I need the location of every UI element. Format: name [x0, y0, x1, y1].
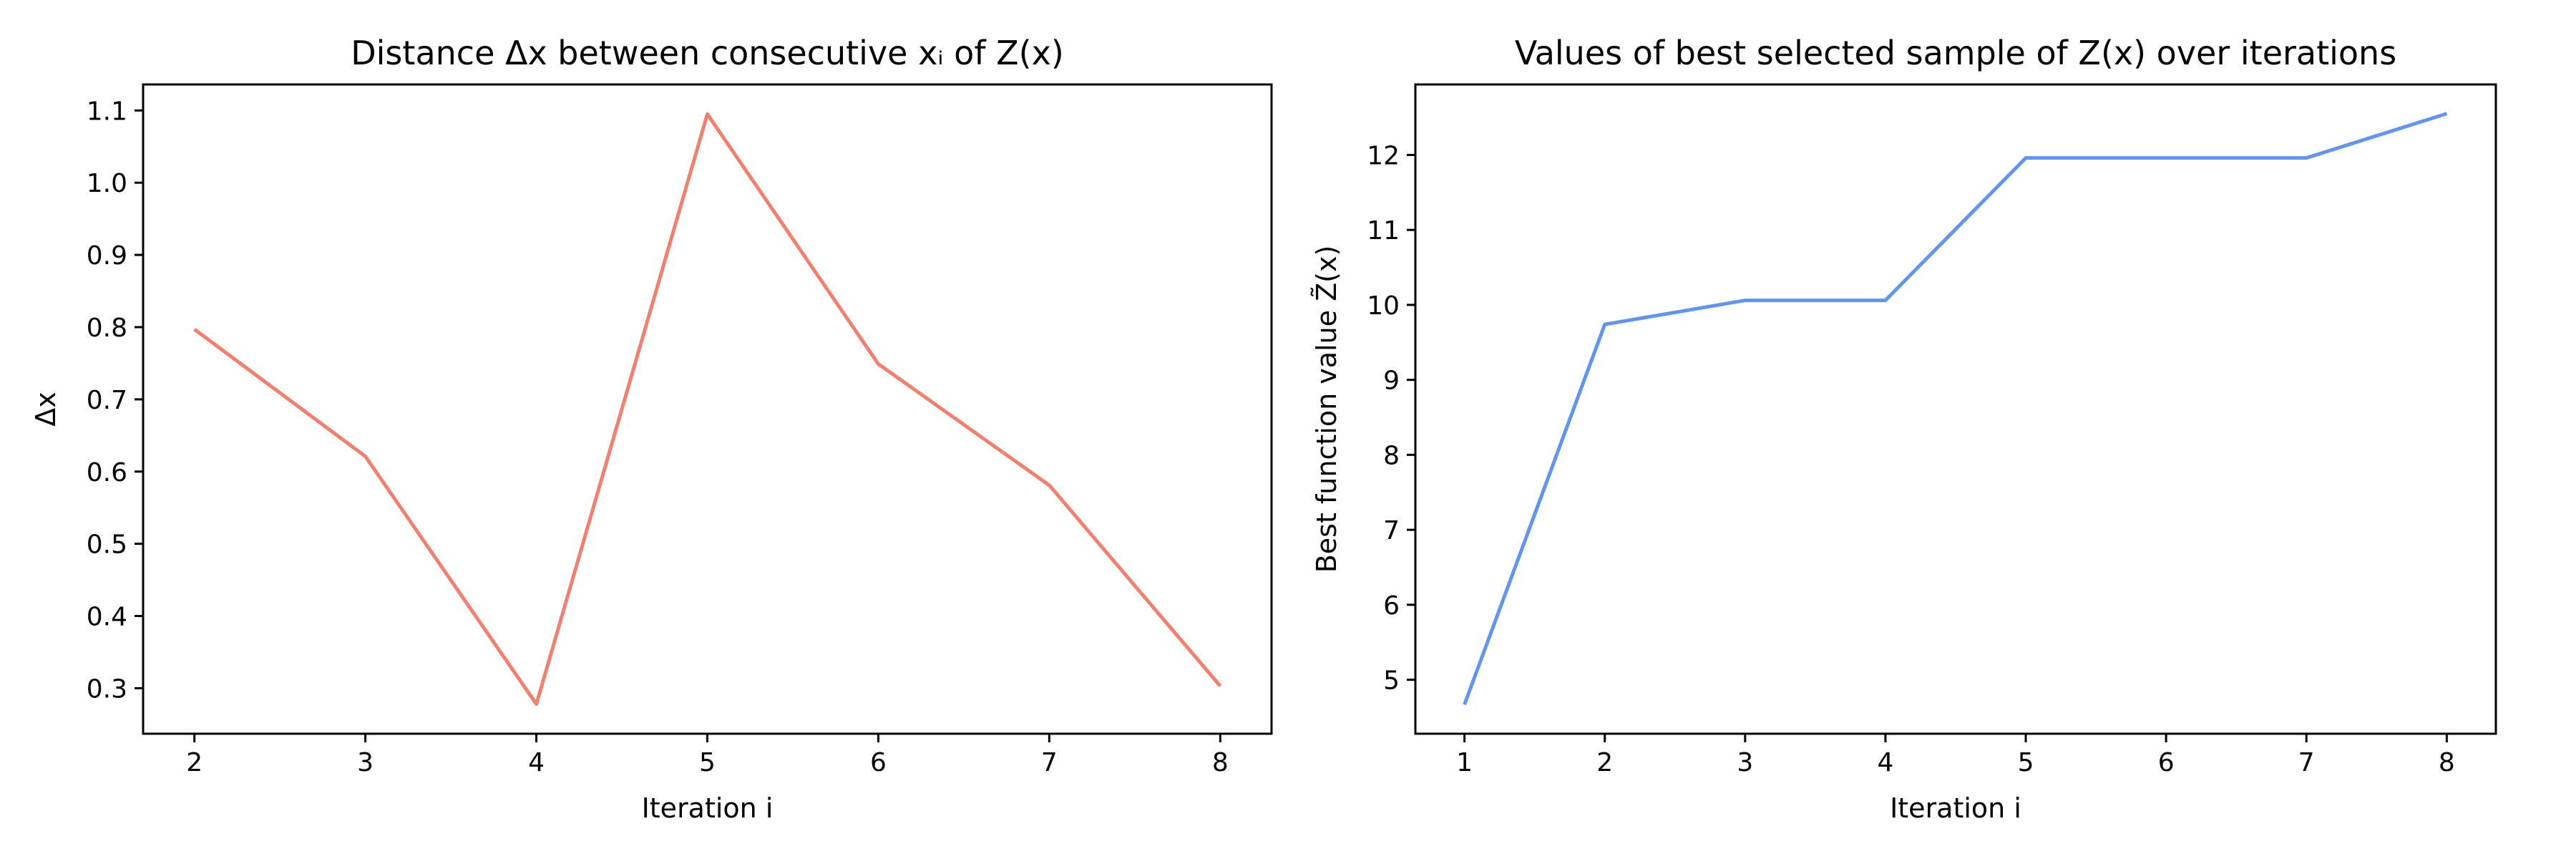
- series-line-0-0: [193, 112, 1222, 707]
- y-tick-label-1-2: 7: [1383, 516, 1400, 545]
- x-tick-label-1-1: 2: [1596, 748, 1613, 777]
- y-tick-label-1-1: 6: [1383, 591, 1400, 621]
- x-tick-label-1-0: 1: [1456, 748, 1473, 777]
- y-tick-label-1-3: 8: [1383, 441, 1400, 470]
- y-tick-label-0-7: 1.0: [87, 169, 127, 198]
- y-tick-label-1-7: 12: [1367, 141, 1400, 170]
- y-tick-label-0-5: 0.8: [87, 314, 127, 343]
- y-tick-label-1-5: 10: [1367, 291, 1400, 321]
- y-tick-label-0-6: 0.9: [87, 241, 127, 271]
- x-tick-label-0-3: 5: [699, 748, 716, 777]
- x-tick-label-1-5: 6: [2158, 748, 2175, 777]
- y-tick-label-1-0: 5: [1383, 666, 1400, 696]
- y-tick-label-1-6: 11: [1367, 216, 1400, 246]
- x-tick-label-1-6: 7: [2298, 748, 2315, 777]
- x-tick-label-1-3: 4: [1877, 748, 1893, 777]
- x-tick-label-1-7: 8: [2439, 748, 2455, 777]
- plot-frame-1: [1414, 83, 2497, 735]
- y-axis-label-1: Best function value Z̃(x): [1311, 246, 1342, 573]
- y-tick-label-0-2: 0.5: [87, 530, 127, 560]
- x-tick-label-0-6: 8: [1212, 748, 1229, 777]
- y-tick-label-0-1: 0.4: [87, 603, 127, 632]
- plot-frame-0: [142, 83, 1273, 735]
- x-tick-label-0-4: 6: [870, 748, 887, 777]
- x-tick-label-1-4: 5: [2018, 748, 2034, 777]
- x-tick-label-0-0: 2: [186, 748, 203, 777]
- y-tick-label-0-8: 1.1: [87, 97, 127, 126]
- x-tick-label-0-5: 7: [1041, 748, 1058, 777]
- x-tick-label-0-2: 4: [528, 748, 545, 777]
- x-axis-label-0: Iteration i: [642, 792, 774, 824]
- y-tick-label-0-4: 0.7: [87, 386, 127, 415]
- y-tick-label-1-4: 9: [1383, 367, 1400, 396]
- series-line-1-0: [1463, 112, 2448, 706]
- x-axis-label-1: Iteration i: [1890, 792, 2021, 824]
- y-tick-label-0-0: 0.3: [87, 674, 127, 704]
- x-tick-label-1-2: 3: [1737, 748, 1753, 777]
- left-chart-delta-x: 2 3 4 5 6 7 8 0.3 0.4 0.5 0.6 0.7 0.8 0.9 1.0 1.1 Distan…: [30, 34, 1273, 824]
- y-tick-label-0-3: 0.6: [87, 458, 127, 487]
- x-tick-label-0-1: 3: [357, 748, 374, 777]
- y-axis-label-0: Δx: [30, 392, 62, 426]
- chart-title-0: Distance Δx between consecutive xᵢ of Z(…: [351, 34, 1064, 72]
- chart-title-1: Values of best selected sample of Z(x) o…: [1515, 34, 2396, 72]
